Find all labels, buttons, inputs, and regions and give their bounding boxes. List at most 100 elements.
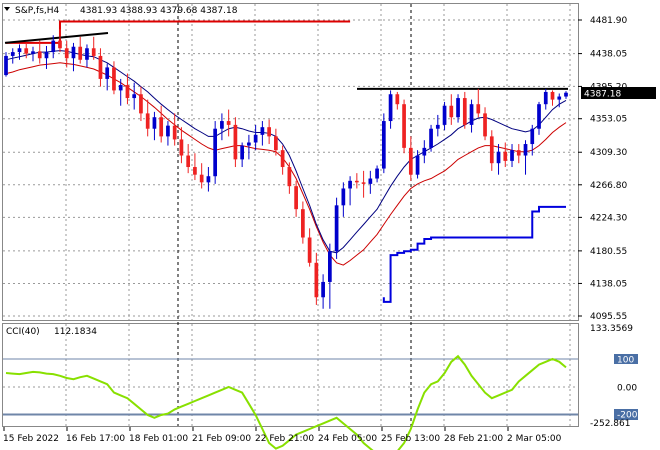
price-tick-label: 4095.55	[590, 312, 627, 322]
indicator-frame[interactable]	[2, 323, 579, 427]
time-tick-label: 18 Feb 01:00	[129, 434, 188, 444]
trailing-stop-line	[6, 20, 351, 44]
cci-min-label: -252.861	[590, 419, 630, 429]
candle-body	[456, 98, 460, 118]
candle-body	[206, 176, 211, 183]
main-chart-frame[interactable]	[2, 3, 579, 321]
candle-body	[145, 113, 150, 129]
candle-body	[44, 52, 49, 59]
time-tick-label: 28 Feb 21:00	[444, 434, 503, 444]
price-tick-label: 4224.30	[590, 213, 627, 223]
indicator-name: CCI(40)	[6, 327, 40, 337]
time-tick-label: 24 Feb 05:00	[318, 434, 377, 444]
candle-body	[469, 104, 474, 125]
price-tick-label: 4180.55	[590, 247, 627, 257]
grid-lines	[3, 4, 578, 426]
candle-body	[388, 94, 393, 122]
candle-body	[17, 48, 22, 53]
cci-plot	[5, 354, 567, 450]
ohlc-values: 4381.93 4388.93 4379.68 4387.18	[80, 6, 238, 16]
price-tick-label: 4138.05	[590, 279, 627, 289]
candle-body	[476, 104, 481, 114]
time-tick-label: 15 Feb 2022	[3, 434, 59, 444]
time-axis: 15 Feb 2022 16 Feb 17:00 18 Feb 01:00 21 Fe…	[3, 427, 562, 444]
candle-body	[435, 124, 440, 129]
trend-line	[4, 31, 109, 44]
cci-level-tag	[614, 354, 638, 364]
time-tick-label: 2 Mar 05:00	[507, 434, 562, 444]
candle-body	[483, 113, 487, 137]
price-tick-label: 4266.80	[590, 181, 627, 191]
candle-body	[159, 117, 164, 137]
symbol-label: S&P,fs,H4	[15, 6, 60, 16]
candle-body	[543, 91, 548, 105]
candle-body	[402, 104, 406, 148]
candle-body	[375, 168, 379, 179]
candle-body	[280, 150, 285, 168]
candle-body	[395, 94, 400, 105]
candle-body	[247, 142, 251, 146]
indicator-value: 112.1834	[54, 327, 97, 337]
candle-body	[260, 127, 265, 135]
candle-body	[334, 205, 339, 252]
time-tick-label: 25 Feb 13:00	[381, 434, 440, 444]
candle-body	[516, 150, 521, 156]
cci-level-label: -200	[617, 411, 638, 421]
candle-body	[341, 188, 346, 206]
candle-body	[118, 85, 123, 91]
candle-body	[58, 40, 62, 49]
candle-body	[24, 48, 29, 54]
candle-body	[179, 139, 184, 156]
candle-body	[226, 121, 231, 125]
cci-level-tag	[614, 409, 638, 419]
candle-body	[510, 150, 514, 161]
candle-body	[85, 48, 89, 60]
candle-body	[166, 125, 170, 137]
candle-body	[321, 281, 325, 298]
candle-body	[408, 147, 413, 175]
dropdown-arrow-icon[interactable]	[4, 7, 10, 11]
price-tick-label: 4481.90	[590, 16, 627, 26]
candle-body	[307, 237, 312, 263]
candle-body	[557, 96, 562, 100]
candle-body	[328, 251, 332, 282]
candle-body	[64, 48, 69, 59]
candle-body	[31, 51, 35, 54]
candle-body	[361, 182, 366, 184]
candle-body	[71, 46, 76, 59]
candle-body	[253, 134, 258, 143]
candle-body	[172, 125, 177, 140]
candle-body	[429, 128, 433, 148]
candle-body	[368, 178, 373, 184]
candle-body	[78, 46, 83, 60]
price-tick-label: 4309.30	[590, 148, 627, 158]
candle-body	[564, 92, 568, 97]
candle-body	[301, 209, 305, 238]
candle-body	[240, 145, 244, 160]
candle-body	[132, 94, 137, 99]
candle-body	[462, 98, 467, 125]
time-tick-label: 22 Feb 21:00	[255, 434, 314, 444]
candle-body	[496, 151, 501, 164]
cci-level-label: 100	[617, 356, 634, 366]
candle-body	[503, 151, 508, 161]
candle-body	[422, 147, 427, 156]
candle-body	[537, 104, 541, 129]
candle-body	[294, 186, 298, 210]
support-line	[382, 205, 566, 303]
candle-body	[213, 128, 218, 177]
candle-body	[415, 155, 420, 175]
candle-body	[381, 121, 386, 169]
candle-body	[489, 136, 494, 164]
price-tick-label: 4438.05	[590, 50, 627, 60]
current-price-tag	[581, 87, 656, 99]
time-tick-label: 21 Feb 09:00	[192, 434, 251, 444]
candle-body	[550, 91, 555, 100]
candle-body	[348, 180, 352, 189]
candle-body	[449, 105, 454, 118]
candle-body	[98, 55, 103, 79]
candle-body	[91, 48, 96, 56]
candle-body	[267, 127, 271, 137]
candle-body	[37, 51, 42, 59]
candle-body	[233, 124, 238, 160]
